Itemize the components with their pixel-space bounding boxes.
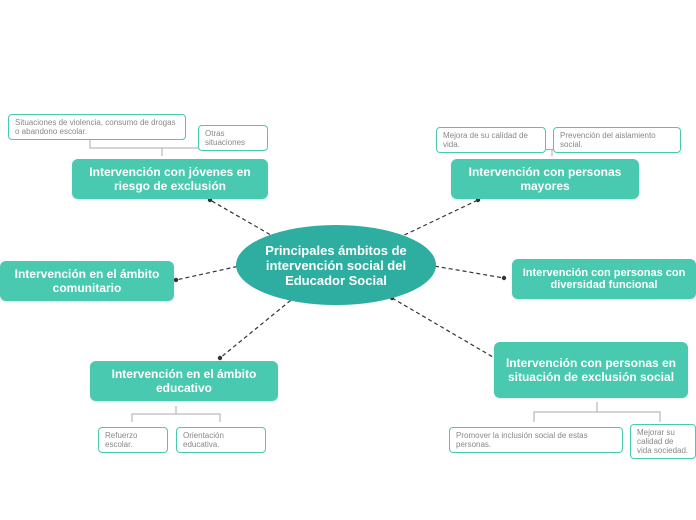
center-node: Principales ámbitos de intervención soci…: [236, 225, 436, 305]
leaf-mayores-3: Prevención del aislamiento social.: [553, 127, 681, 153]
branch-mayores: Intervención con personas mayores: [451, 159, 639, 199]
leaf-exclusion-6: Promover la inclusión social de estas pe…: [449, 427, 623, 453]
branch-exclusion: Intervención con personas en situación d…: [494, 342, 688, 398]
leaf-educativo-5: Orientación educativa.: [176, 427, 266, 453]
branch-comunitario: Intervención en el ámbito comunitario: [0, 261, 174, 301]
branch-jovenes: Intervención con jóvenes en riesgo de ex…: [72, 159, 268, 199]
mindmap-canvas: { "center": { "label": "Principales ámbi…: [0, 0, 696, 520]
leaf-jovenes-1: Otras situaciones: [198, 125, 268, 151]
branch-diversidad: Intervención con personas con diversidad…: [512, 259, 696, 299]
leaf-jovenes-0: Situaciones de violencia, consumo de dro…: [8, 114, 186, 140]
branch-educativo: Intervención en el ámbito educativo: [90, 361, 278, 401]
leaf-educativo-4: Refuerzo escolar.: [98, 427, 168, 453]
leaf-mayores-2: Mejora de su calidad de vida.: [436, 127, 546, 153]
leaf-exclusion-7: Mejorar su calidad de vida sociedad.: [630, 424, 696, 459]
